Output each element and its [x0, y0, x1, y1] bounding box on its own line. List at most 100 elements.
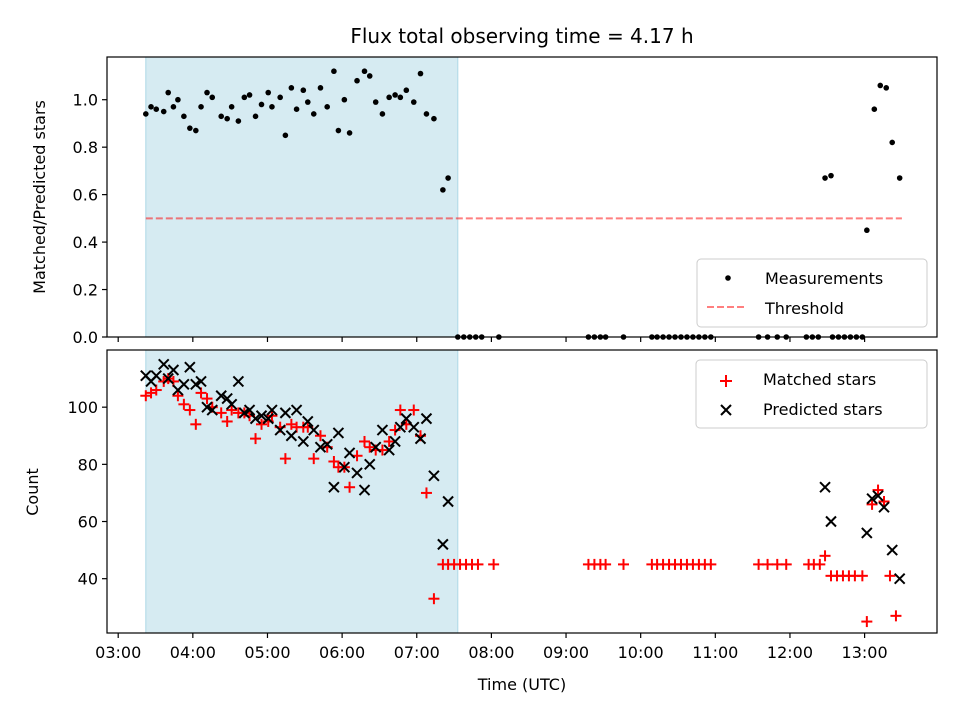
predicted-point-b: [358, 484, 371, 496]
predicted-point-b: [274, 424, 286, 436]
predicted-point-b: [338, 461, 351, 473]
matched-point: [190, 418, 202, 430]
predicted-point: [225, 398, 238, 411]
predicted-point: [249, 412, 262, 425]
measurement-point: [883, 85, 890, 91]
predicted-point-b: [861, 527, 873, 539]
matched-point: [250, 433, 262, 445]
counts-xtick-label: 07:00: [394, 643, 440, 662]
measurement-point: [288, 85, 295, 91]
predicted-point-b: [328, 481, 340, 493]
measurement-point: [335, 127, 342, 134]
measurement-point: [246, 92, 253, 98]
matched-point: [344, 481, 356, 493]
counts-xtick-label: 04:00: [170, 643, 216, 662]
counts-ytick-label: 60: [78, 513, 98, 532]
measurement-point: [423, 111, 430, 117]
matched-point: [215, 407, 227, 419]
matched-point: [364, 441, 376, 453]
counts-x-axis-label: Time (UTC): [477, 675, 566, 694]
ratio-ytick-label: 0.6: [73, 186, 98, 205]
measurement-point: [403, 87, 410, 94]
predicted-point: [437, 538, 449, 551]
counts-xtick-label: 12:00: [767, 643, 813, 662]
legend-matched-label: Matched stars: [763, 370, 876, 389]
measurement-point: [440, 187, 446, 193]
counts-ytick-label: 40: [78, 570, 98, 589]
matched-point: [314, 430, 326, 442]
measurement-point: [397, 94, 404, 101]
predicted-point: [232, 375, 245, 388]
predicted-point: [162, 372, 174, 385]
measurement-point: [160, 108, 167, 115]
measurement-point: [417, 70, 424, 77]
measurement-point: [366, 73, 373, 79]
predicted-point-b: [201, 401, 213, 413]
matched-point: [256, 418, 268, 430]
legend-measurements-marker: [725, 275, 731, 281]
predicted-point: [328, 481, 340, 493]
measurement-point: [204, 89, 210, 96]
counts-plot-frame: [106, 349, 938, 634]
predicted-point-b: [866, 492, 878, 505]
predicted-point: [184, 361, 196, 373]
predicted-point: [215, 390, 227, 402]
measurement-point: [170, 104, 177, 110]
predicted-point: [314, 441, 327, 453]
predicted-point: [321, 438, 333, 451]
predicted-point: [332, 427, 345, 439]
predicted-point: [825, 515, 837, 528]
measurement-point: [148, 104, 154, 110]
predicted-point-b: [162, 372, 174, 385]
predicted-point: [190, 378, 202, 391]
predicted-point-b: [285, 430, 298, 442]
matched-point: [420, 487, 432, 499]
predicted-point-b: [376, 424, 389, 436]
matched-point: [201, 393, 213, 405]
measurement-point: [193, 127, 199, 134]
predicted-point-b: [819, 481, 831, 493]
ratio-ytick-label: 1.0: [73, 91, 98, 110]
predicted-point-b: [290, 404, 303, 416]
ratio-legend-box: [696, 258, 928, 328]
predicted-point-b: [408, 421, 420, 433]
counts-xtick-label: 08:00: [468, 643, 514, 662]
predicted-point: [308, 424, 320, 436]
predicted-point: [255, 410, 268, 422]
measurement-point: [354, 77, 360, 84]
predicted-point-b: [383, 444, 395, 456]
matched-point: [705, 558, 717, 570]
predicted-point: [414, 432, 427, 445]
matched-point: [780, 558, 792, 570]
predicted-point-b: [243, 404, 256, 416]
matched-point: [600, 558, 612, 570]
matched-point: [279, 453, 291, 465]
predicted-point-b: [872, 490, 884, 502]
predicted-point-b: [232, 375, 245, 388]
matched-point: [178, 398, 190, 410]
matched-point: [195, 387, 207, 399]
predicted-point: [338, 461, 351, 473]
measurement-point: [293, 106, 300, 113]
chart-title: Flux total observing time = 4.17 h: [350, 24, 693, 48]
predicted-point: [866, 492, 878, 505]
matched-point: [819, 550, 831, 562]
predicted-point-b: [428, 470, 440, 482]
counts-xtick-label: 13:00: [842, 643, 888, 662]
predicted-point-b: [308, 424, 320, 436]
predicted-point-b: [167, 364, 180, 376]
measurement-point: [317, 85, 324, 91]
predicted-point: [343, 447, 356, 459]
measurement-point: [265, 89, 272, 96]
predicted-point: [201, 401, 213, 413]
ratio-y-axis-label: Matched/Predicted stars: [30, 100, 49, 294]
matched-point: [221, 415, 233, 427]
predicted-point: [358, 484, 371, 496]
matched-point: [866, 498, 878, 510]
matched-point: [172, 390, 184, 402]
predicted-point: [861, 527, 873, 539]
counts-series-1: [140, 358, 906, 585]
measurement-point: [410, 99, 417, 105]
ratio-ytick-label: 0.0: [73, 328, 98, 347]
